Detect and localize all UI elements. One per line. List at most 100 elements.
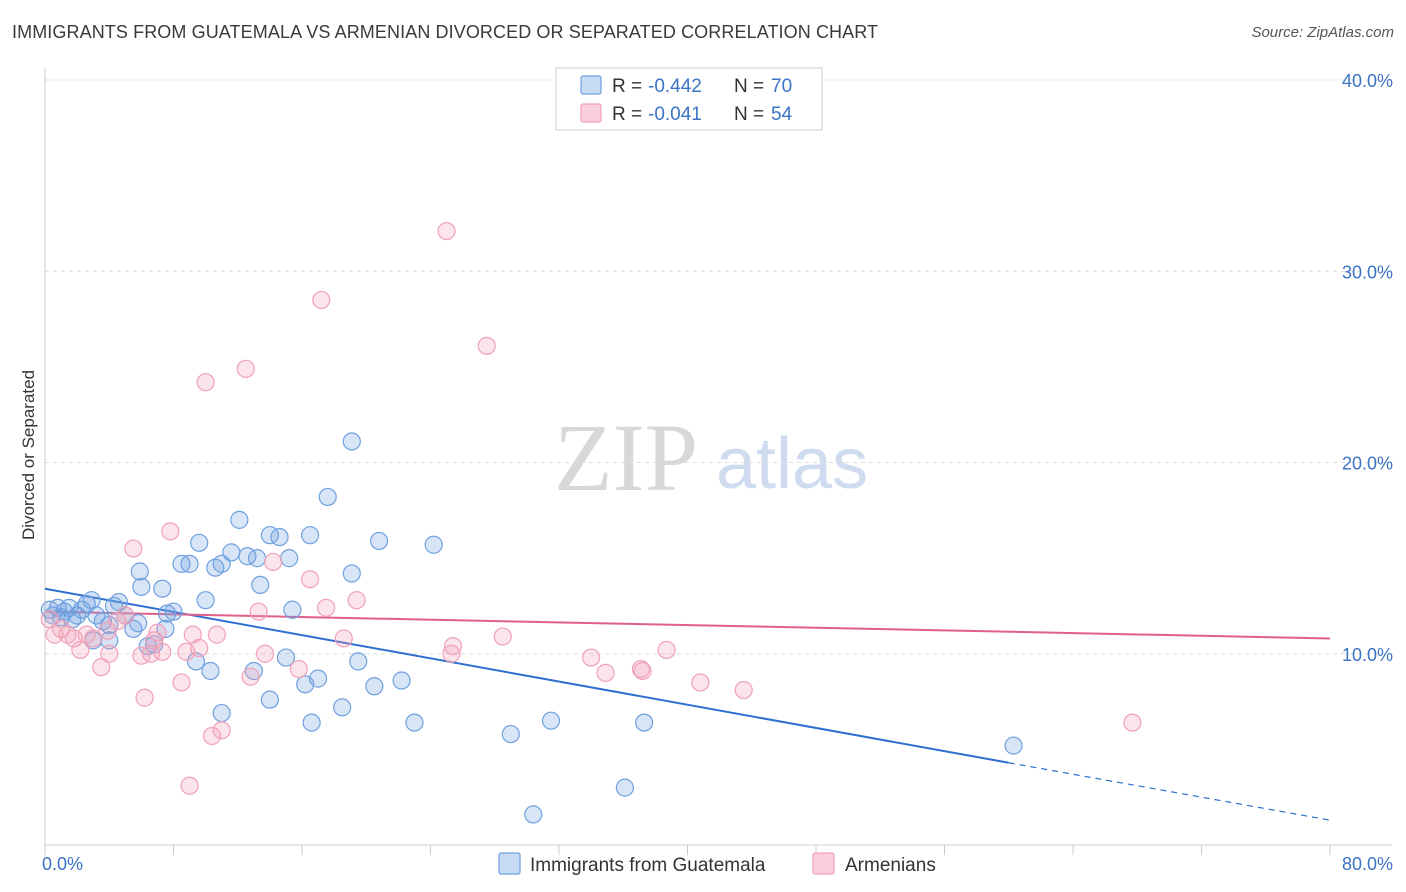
guatemala-point	[270, 527, 289, 547]
legend-r-value-2: -0.041	[648, 104, 702, 125]
bottom-legend-swatch-guatemala	[498, 852, 521, 875]
watermark-zip: ZIP	[554, 404, 698, 511]
legend-n-value-1: 70	[771, 76, 792, 97]
armenian-point	[202, 726, 222, 746]
armenian-point	[71, 640, 90, 660]
armenian-point	[172, 673, 191, 692]
guatemala-point	[541, 711, 561, 730]
y-tick-label-40: 40.0%	[1342, 71, 1393, 91]
guatemala-point	[501, 724, 520, 744]
guatemala-point	[302, 713, 321, 732]
guatemala-point	[405, 713, 424, 732]
guatemala-point	[349, 652, 368, 671]
armenian-point	[300, 570, 320, 589]
guatemala-trend-extension	[1008, 762, 1331, 821]
armenian-point	[734, 680, 753, 700]
guatemala-point	[196, 591, 215, 610]
legend-n-label-1: N =	[734, 76, 764, 97]
legend-r-label-1: R =	[612, 76, 642, 97]
armenian-point	[596, 663, 615, 682]
guatemala-point	[222, 543, 241, 562]
guatemala-point	[247, 549, 267, 568]
guatemala-point	[365, 677, 384, 696]
guatemala-point	[82, 591, 101, 610]
armenian-point	[84, 629, 103, 648]
guatemala-point	[280, 549, 299, 568]
armenian-point	[212, 721, 231, 740]
guatemala-point	[260, 690, 279, 709]
guatemala-point	[342, 564, 361, 583]
guatemala-point	[392, 671, 411, 690]
armenian-point	[190, 638, 209, 658]
y-tick-label-30: 30.0%	[1342, 262, 1393, 282]
data-points	[40, 221, 1142, 824]
armenian-point	[135, 688, 154, 707]
legend-box: R = -0.442 N = 70 R = -0.041 N = 54	[555, 67, 823, 131]
watermark-atlas: atlas	[716, 424, 868, 504]
armenian-point	[437, 221, 456, 241]
armenian-point	[263, 552, 283, 572]
armenian-point	[241, 667, 260, 686]
armenian-point	[582, 648, 601, 667]
armenian-point	[493, 627, 512, 646]
armenian-point	[145, 631, 164, 650]
armenian-point	[633, 661, 652, 681]
guatemala-point	[1004, 736, 1023, 755]
bottom-legend: Immigrants from Guatemala Armenians	[498, 852, 936, 876]
armenian-point	[236, 359, 255, 378]
armenian-point	[312, 290, 331, 310]
armenian-point	[255, 644, 275, 663]
guatemala-trend-line	[44, 587, 1009, 764]
armenian-point	[691, 673, 710, 692]
guatemala-point	[180, 554, 199, 573]
guatemala-point	[190, 533, 209, 552]
guatemala-point	[230, 510, 249, 529]
guatemala-point	[157, 604, 177, 623]
armenian-point	[443, 636, 463, 656]
guatemala-point	[318, 487, 337, 507]
y-tick-label-20: 20.0%	[1342, 454, 1393, 474]
source-label: Source: ZipAtlas.com	[1251, 24, 1394, 41]
guatemala-point	[201, 661, 220, 681]
bottom-legend-label-guatemala: Immigrants from Guatemala	[530, 855, 766, 876]
bottom-legend-label-armenians: Armenians	[845, 855, 936, 876]
guatemala-point	[342, 432, 361, 451]
armenian-point	[289, 659, 308, 679]
guatemala-point	[308, 669, 328, 688]
guatemala-point	[333, 698, 352, 717]
armenian-point	[124, 539, 143, 558]
x-tick-label-max: 80.0%	[1342, 854, 1393, 874]
guatemala-point	[132, 577, 151, 596]
armenian-point	[116, 606, 135, 625]
armenian-point	[1123, 713, 1142, 732]
armenian-point	[180, 776, 199, 795]
grid-lines	[45, 79, 1392, 655]
legend-n-value-2: 54	[771, 104, 793, 125]
armenian-point	[249, 602, 268, 621]
guatemala-point	[212, 703, 231, 723]
armenian-point	[477, 336, 496, 355]
legend-n-label-2: N =	[734, 104, 764, 125]
guatemala-point	[251, 575, 270, 595]
guatemala-point	[164, 602, 183, 621]
armenian-point	[657, 640, 676, 660]
guatemala-point	[300, 526, 320, 545]
guatemala-point	[130, 562, 149, 581]
armenian-point	[347, 591, 366, 610]
armenian-point	[196, 373, 215, 392]
axes	[44, 68, 1392, 855]
legend-r-label-2: R =	[612, 104, 642, 125]
guatemala-point	[524, 805, 543, 824]
legend-swatch-armenians	[580, 103, 602, 123]
armenian-point	[98, 621, 117, 640]
armenian-point	[100, 644, 119, 663]
armenian-point	[207, 625, 226, 644]
armenian-point	[442, 644, 461, 663]
guatemala-point	[370, 531, 389, 551]
guatemala-point	[244, 661, 263, 681]
bottom-legend-swatch-armenians	[812, 852, 835, 875]
guatemala-point	[186, 652, 206, 671]
x-tick-label-min: 0.0%	[42, 854, 83, 874]
guatemala-point	[424, 535, 443, 554]
